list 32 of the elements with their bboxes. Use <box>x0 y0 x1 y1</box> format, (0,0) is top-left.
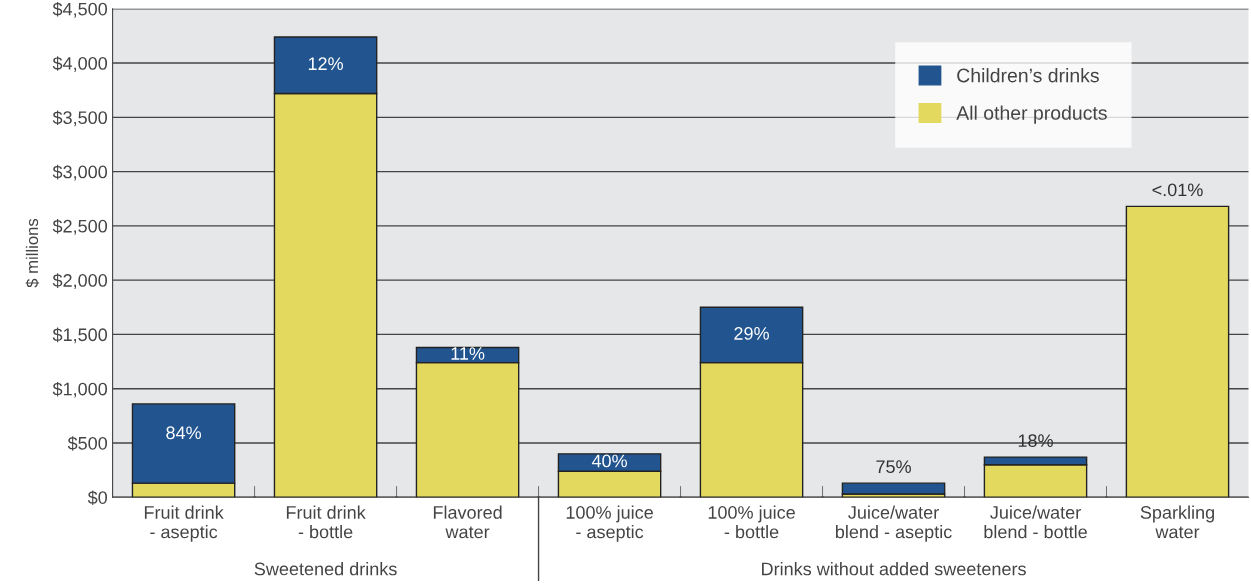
annotation: 29% <box>734 327 769 340</box>
y-tick-label: $2,500 <box>52 219 108 235</box>
annotation: 40% <box>591 454 627 468</box>
legend-label: All other products <box>956 105 1107 124</box>
annotation: 12% <box>308 57 343 70</box>
annotation: 75% <box>876 460 911 474</box>
annotation: 11% <box>451 347 485 360</box>
y-tick-label: $4,500 <box>52 1 108 18</box>
y-tick-label: $4,000 <box>52 56 108 72</box>
bar <box>1125 205 1230 498</box>
y-tick-label: $0 <box>87 490 108 506</box>
x-tick-label: Flavored water <box>433 505 502 539</box>
x-tick-label: Juice/water blend - aseptic <box>835 505 952 542</box>
x-tick-label: Fruit drink - aseptic <box>144 505 224 542</box>
y-tick-label: $1,500 <box>52 327 108 344</box>
bar <box>841 482 946 495</box>
annotation: 84% <box>166 426 202 440</box>
text: Drinks without added sweeteners <box>762 562 1026 576</box>
y-tick-label: $3,500 <box>52 110 108 127</box>
y-tick-label: $1,000 <box>52 381 108 398</box>
y-tick-label: $500 <box>67 436 108 451</box>
x-tick-label: Fruit drink - bottle <box>286 505 366 539</box>
y-tick-label: $2,000 <box>52 273 108 289</box>
x-tick-label: 100% juice - aseptic <box>566 505 653 542</box>
annotation: <.01% <box>1152 183 1203 197</box>
x-tick-label: Sparkling water <box>1140 505 1214 539</box>
y-tick-label: $3,000 <box>52 164 108 181</box>
y-axis-title: $ millions <box>25 218 40 288</box>
x-tick-label: Juice/water blend - bottle <box>984 505 1087 539</box>
text: Sweetened drinks <box>254 562 397 576</box>
x-tick-label: 100% juice - bottle <box>708 505 795 539</box>
legend-label: Children’s drinks <box>957 68 1099 83</box>
